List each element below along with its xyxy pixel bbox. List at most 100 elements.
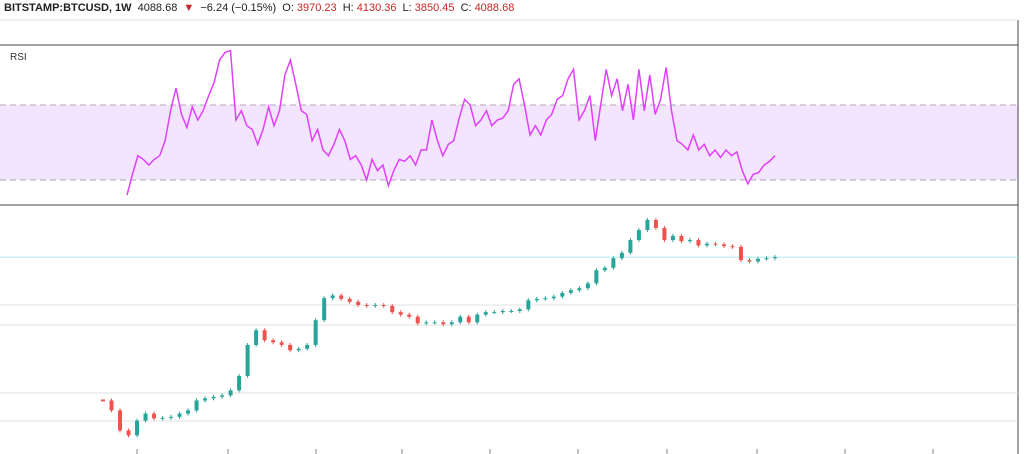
candle bbox=[475, 314, 480, 323]
candle bbox=[271, 340, 276, 343]
candle bbox=[526, 300, 531, 310]
candle bbox=[747, 260, 752, 262]
ohlc-value: 3970.23 bbox=[296, 2, 337, 14]
candle bbox=[764, 258, 769, 260]
ohlc-value: 3850.45 bbox=[414, 2, 455, 14]
candle bbox=[305, 344, 310, 349]
candle bbox=[254, 330, 259, 345]
symbol: BITSTAMP:BTCUSD, 1W bbox=[4, 2, 132, 14]
candle bbox=[143, 413, 148, 421]
candle bbox=[432, 322, 437, 324]
candle bbox=[653, 219, 658, 228]
rsi-line bbox=[126, 49, 776, 196]
candle bbox=[755, 258, 760, 262]
ohlc-value: 4088.68 bbox=[474, 2, 515, 14]
candle bbox=[738, 246, 743, 261]
candle bbox=[721, 244, 726, 247]
candle bbox=[135, 420, 140, 436]
candle bbox=[594, 270, 599, 284]
candle bbox=[628, 240, 633, 253]
ohlc-label: O: bbox=[282, 2, 294, 14]
change: −6.24 (−0.15%) bbox=[200, 2, 277, 14]
candle bbox=[262, 330, 267, 341]
candle bbox=[551, 296, 556, 299]
price-lines bbox=[0, 304, 1018, 422]
candle bbox=[407, 314, 412, 317]
candle bbox=[500, 310, 505, 313]
candle bbox=[330, 295, 335, 299]
candle bbox=[645, 219, 650, 231]
candle bbox=[169, 416, 174, 418]
candle bbox=[279, 342, 284, 345]
candle bbox=[347, 298, 352, 302]
candle bbox=[534, 298, 539, 301]
candle bbox=[288, 344, 293, 351]
candle bbox=[492, 312, 497, 314]
candle bbox=[373, 305, 378, 307]
candle bbox=[636, 230, 641, 241]
candle bbox=[449, 322, 454, 325]
header: BITSTAMP:BTCUSD, 1W 4088.68 ▼ −6.24 (−0.… bbox=[4, 2, 517, 14]
candle bbox=[160, 417, 165, 419]
candle bbox=[543, 298, 548, 300]
ohlc-label: C: bbox=[460, 2, 472, 14]
candle bbox=[313, 320, 318, 345]
candle bbox=[704, 243, 709, 246]
down-arrow: ▼ bbox=[183, 2, 195, 14]
candle bbox=[602, 267, 607, 271]
candle bbox=[228, 390, 233, 396]
candle bbox=[466, 316, 471, 323]
candle bbox=[186, 410, 191, 414]
candle bbox=[458, 316, 463, 323]
candle bbox=[364, 305, 369, 307]
candle bbox=[696, 240, 701, 246]
candle bbox=[322, 298, 327, 321]
candle bbox=[730, 246, 735, 248]
candle bbox=[220, 395, 225, 397]
candle bbox=[687, 240, 692, 242]
candle bbox=[424, 322, 429, 324]
candle bbox=[585, 283, 590, 289]
candle bbox=[483, 312, 488, 315]
candle bbox=[203, 398, 208, 401]
candle bbox=[390, 305, 395, 313]
candle bbox=[398, 312, 403, 315]
candle bbox=[679, 235, 684, 242]
candle bbox=[560, 292, 565, 297]
candle bbox=[441, 322, 446, 325]
candle bbox=[509, 310, 514, 312]
candle bbox=[118, 410, 123, 431]
candle bbox=[152, 413, 157, 419]
candle bbox=[296, 348, 301, 351]
candle bbox=[517, 309, 522, 311]
candle bbox=[194, 400, 199, 411]
candle bbox=[773, 257, 777, 259]
last-price: 4088.68 bbox=[137, 2, 178, 14]
candle bbox=[356, 301, 361, 306]
candle bbox=[101, 399, 105, 402]
ohlc-value: 4130.36 bbox=[356, 2, 397, 14]
candle bbox=[339, 295, 344, 299]
candle bbox=[619, 252, 624, 259]
ohlc-label: L: bbox=[402, 2, 412, 14]
candle bbox=[611, 258, 616, 268]
candle bbox=[237, 375, 242, 391]
candle bbox=[568, 290, 573, 293]
candle bbox=[211, 396, 216, 399]
pane-title: RSI bbox=[10, 52, 27, 63]
candle bbox=[381, 305, 386, 307]
time-ticks bbox=[136, 449, 934, 454]
candle bbox=[415, 316, 420, 324]
candle bbox=[177, 413, 182, 417]
candle bbox=[577, 288, 582, 291]
candle bbox=[126, 430, 131, 436]
ohlc-label: H: bbox=[342, 2, 354, 14]
candle bbox=[713, 243, 718, 245]
candle bbox=[109, 400, 114, 411]
candle bbox=[670, 235, 675, 241]
candle bbox=[662, 227, 667, 241]
rsi-band bbox=[0, 105, 1018, 181]
candle bbox=[245, 344, 250, 376]
